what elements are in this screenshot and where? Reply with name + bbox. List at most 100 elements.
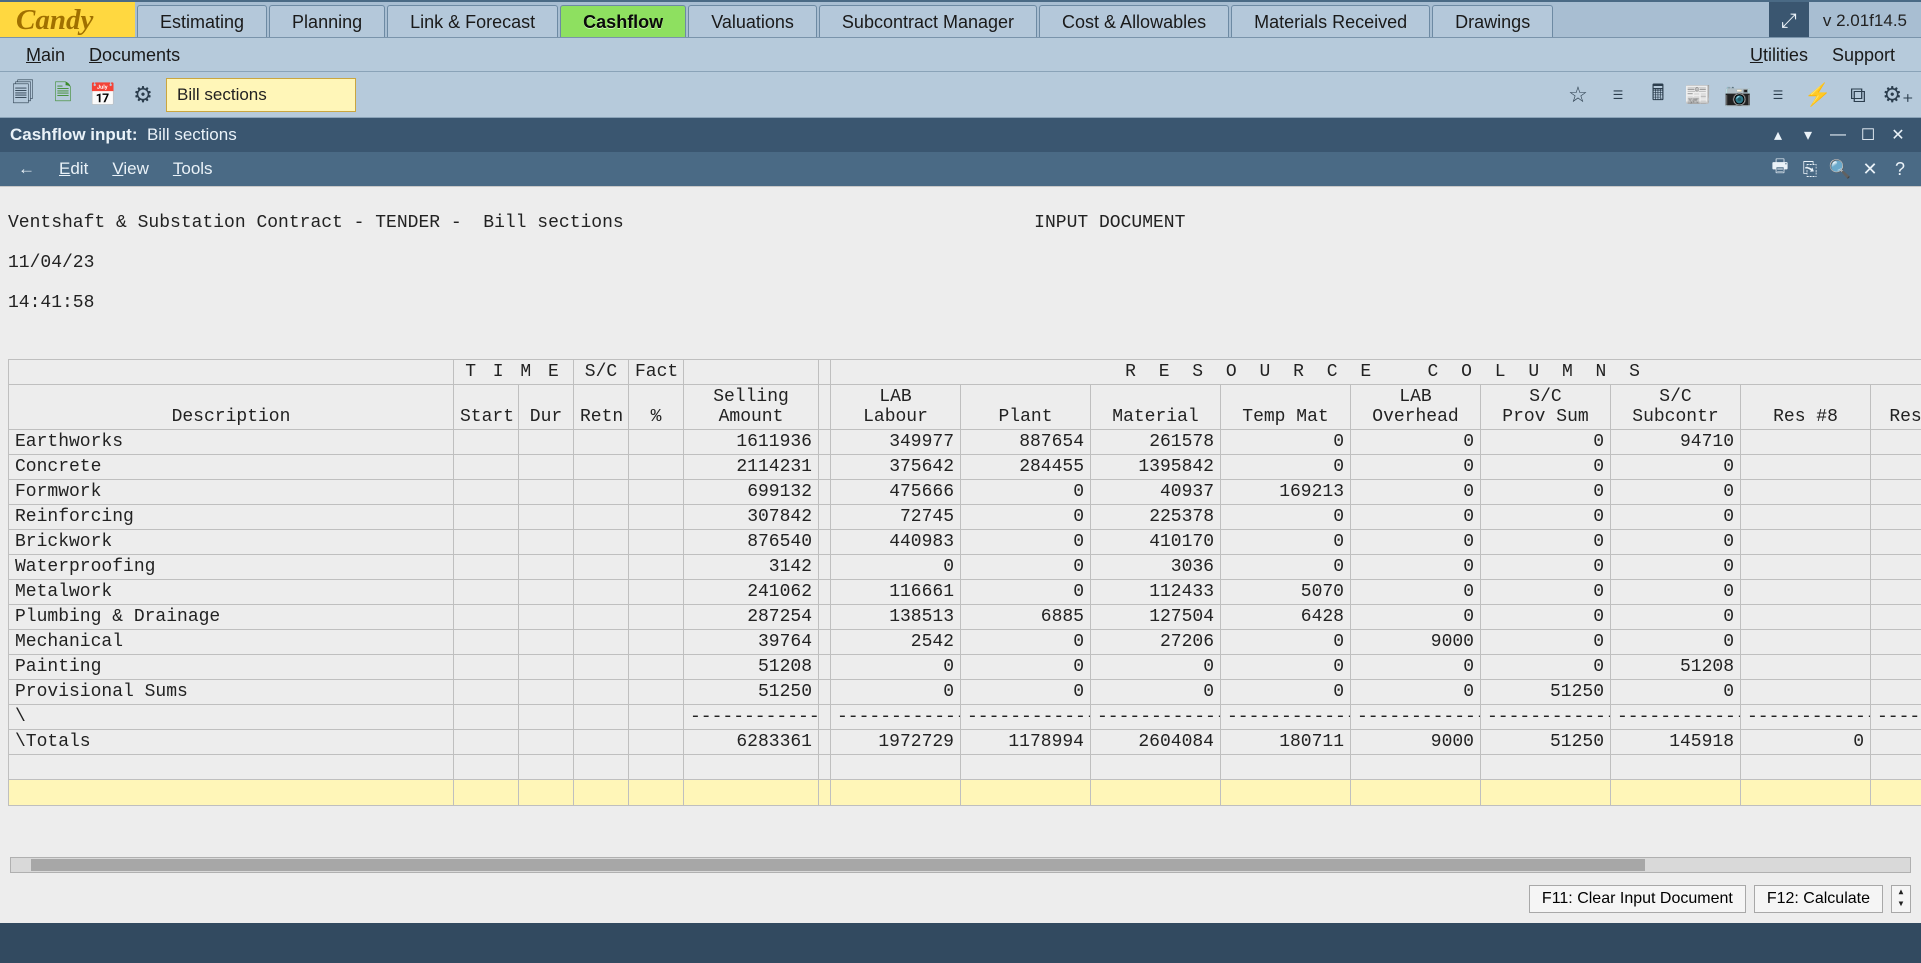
- table-row[interactable]: Waterproofing31420030360000: [9, 555, 1921, 580]
- table-cell[interactable]: Mechanical: [9, 630, 454, 655]
- table-cell[interactable]: 284455: [961, 455, 1091, 480]
- menu-support[interactable]: Support: [1820, 38, 1907, 72]
- table-cell[interactable]: 51208: [684, 655, 819, 680]
- table-cell[interactable]: 127504: [1091, 605, 1221, 630]
- table-cell[interactable]: [1741, 455, 1871, 480]
- table-cell[interactable]: [1741, 580, 1871, 605]
- gear-icon[interactable]: ⚙: [126, 78, 160, 112]
- menu-main[interactable]: Main: [14, 38, 77, 72]
- table-cell[interactable]: 0: [1481, 605, 1611, 630]
- table-cell[interactable]: 9000: [1351, 630, 1481, 655]
- table-cell[interactable]: Brickwork: [9, 530, 454, 555]
- table-cell[interactable]: [1741, 605, 1871, 630]
- table-cell[interactable]: Reinforcing: [9, 505, 454, 530]
- table-cell[interactable]: \Totals: [9, 730, 454, 755]
- menu-utilities[interactable]: Utilities: [1738, 38, 1820, 72]
- minimize-icon[interactable]: —: [1825, 122, 1851, 148]
- table-cell[interactable]: 3142: [684, 555, 819, 580]
- table-cell[interactable]: Formwork: [9, 480, 454, 505]
- ribbon-tab-planning[interactable]: Planning: [269, 5, 385, 37]
- calculator-icon[interactable]: 🖩: [1641, 78, 1675, 112]
- table-cell[interactable]: [1741, 505, 1871, 530]
- ribbon-tab-estimating[interactable]: Estimating: [137, 5, 267, 37]
- table-cell[interactable]: 0: [1481, 530, 1611, 555]
- table-cell[interactable]: Concrete: [9, 455, 454, 480]
- table-cell[interactable]: Earthworks: [9, 430, 454, 455]
- collapse-down-icon[interactable]: ▾: [1795, 122, 1821, 148]
- table-cell[interactable]: 0: [1091, 655, 1221, 680]
- table-cell[interactable]: 0: [1351, 605, 1481, 630]
- table-cell[interactable]: 0: [1611, 480, 1741, 505]
- table-cell[interactable]: 1395842: [1091, 455, 1221, 480]
- table-row[interactable]: Formwork699132475666040937169213000: [9, 480, 1921, 505]
- table-cell[interactable]: 1972729: [831, 730, 961, 755]
- table-cell[interactable]: 0: [1481, 580, 1611, 605]
- collapse-up-icon[interactable]: ▴: [1765, 122, 1791, 148]
- table-cell[interactable]: 138513: [831, 605, 961, 630]
- table-cell[interactable]: 307842: [684, 505, 819, 530]
- table-cell[interactable]: 5070: [1221, 580, 1351, 605]
- table-cell[interactable]: 51250: [1481, 680, 1611, 705]
- table-cell[interactable]: 876540: [684, 530, 819, 555]
- table-cell[interactable]: 0: [961, 480, 1091, 505]
- print-icon[interactable]: 🖶: [1765, 154, 1795, 184]
- table-cell[interactable]: 0: [961, 530, 1091, 555]
- table-cell[interactable]: Waterproofing: [9, 555, 454, 580]
- table-cell[interactable]: 0: [1221, 655, 1351, 680]
- table-row[interactable]: Brickwork87654044098304101700000: [9, 530, 1921, 555]
- table-cell[interactable]: 27206: [1091, 630, 1221, 655]
- table-cell[interactable]: 0: [1221, 505, 1351, 530]
- table-cell[interactable]: 0: [831, 555, 961, 580]
- table-cell[interactable]: 0: [1611, 630, 1741, 655]
- table-cell[interactable]: 0: [1351, 505, 1481, 530]
- table-cell[interactable]: 0: [1351, 580, 1481, 605]
- f12-calculate-button[interactable]: F12: Calculate: [1754, 885, 1883, 913]
- table-row[interactable]: Concrete211423137564228445513958420000: [9, 455, 1921, 480]
- back-icon[interactable]: ←: [6, 152, 47, 186]
- table-row[interactable]: Earthworks161193634997788765426157800094…: [9, 430, 1921, 455]
- footer-stepper[interactable]: ▴▾: [1891, 885, 1911, 913]
- menu-documents[interactable]: Documents: [77, 38, 192, 72]
- doc-menu-edit[interactable]: Edit: [47, 152, 100, 186]
- table-cell[interactable]: 0: [961, 655, 1091, 680]
- table-cell[interactable]: 0: [961, 555, 1091, 580]
- table-cell[interactable]: 0: [831, 655, 961, 680]
- settings2-icon[interactable]: ⚙₊: [1881, 78, 1915, 112]
- table-cell[interactable]: 0: [1611, 555, 1741, 580]
- table-cell[interactable]: [1741, 480, 1871, 505]
- table-cell[interactable]: 0: [1221, 530, 1351, 555]
- table-cell[interactable]: 0: [1351, 555, 1481, 580]
- scrollbar-thumb[interactable]: [31, 859, 1645, 871]
- table-cell[interactable]: 0: [1611, 680, 1741, 705]
- table-cell[interactable]: 0: [961, 580, 1091, 605]
- table-cell[interactable]: Provisional Sums: [9, 680, 454, 705]
- table-cell[interactable]: Metalwork: [9, 580, 454, 605]
- table-cell[interactable]: 375642: [831, 455, 961, 480]
- list-small-icon[interactable]: ☰: [1601, 78, 1635, 112]
- camera-icon[interactable]: 📷: [1721, 78, 1755, 112]
- table-cell[interactable]: 51250: [1481, 730, 1611, 755]
- table-cell[interactable]: Plumbing & Drainage: [9, 605, 454, 630]
- table-cell[interactable]: 0: [1091, 680, 1221, 705]
- table-cell[interactable]: 241062: [684, 580, 819, 605]
- table-cell[interactable]: 349977: [831, 430, 961, 455]
- table-cell[interactable]: 2114231: [684, 455, 819, 480]
- table-cell[interactable]: 0: [1611, 605, 1741, 630]
- table-cell[interactable]: 0: [1611, 505, 1741, 530]
- star-icon[interactable]: ☆: [1561, 78, 1595, 112]
- news-icon[interactable]: 📰: [1681, 78, 1715, 112]
- table-cell[interactable]: Painting: [9, 655, 454, 680]
- table-cell[interactable]: 0: [1481, 430, 1611, 455]
- table-cell[interactable]: 0: [1221, 555, 1351, 580]
- table-cell[interactable]: 0: [831, 680, 961, 705]
- table-cell[interactable]: 475666: [831, 480, 961, 505]
- ribbon-tab-drawings[interactable]: Drawings: [1432, 5, 1553, 37]
- maximize-icon[interactable]: ☐: [1855, 122, 1881, 148]
- table-cell[interactable]: 410170: [1091, 530, 1221, 555]
- search-icon[interactable]: 🔍: [1825, 154, 1855, 184]
- f11-clear-button[interactable]: F11: Clear Input Document: [1529, 885, 1746, 913]
- table-cell[interactable]: 0: [1481, 505, 1611, 530]
- table-cell[interactable]: 72745: [831, 505, 961, 530]
- table-cell[interactable]: 94710: [1611, 430, 1741, 455]
- table-row[interactable]: Plumbing & Drainage287254138513688512750…: [9, 605, 1921, 630]
